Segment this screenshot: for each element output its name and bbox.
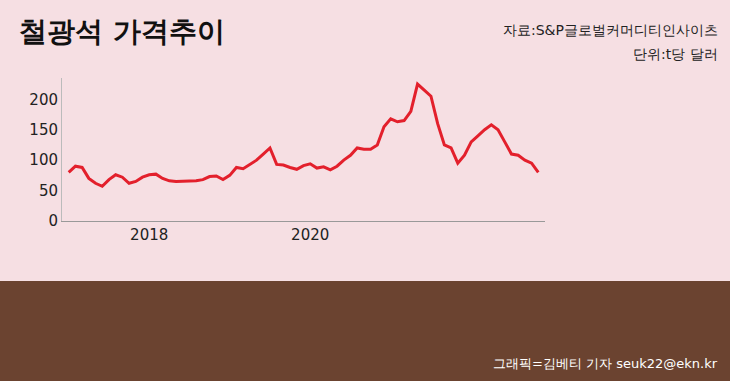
- svg-text:50: 50: [39, 182, 58, 200]
- svg-text:그래픽=김베티 기자 seuk22@ekn.kr: 그래픽=김베티 기자 seuk22@ekn.kr: [493, 356, 718, 371]
- svg-text:200: 200: [29, 91, 58, 109]
- svg-text:단위:t당 달러: 단위:t당 달러: [633, 46, 718, 62]
- svg-text:150: 150: [29, 121, 58, 139]
- svg-text:자료:S&P글로벌커머디티인사이츠: 자료:S&P글로벌커머디티인사이츠: [503, 22, 718, 38]
- svg-text:2020: 2020: [291, 226, 329, 244]
- svg-text:철광석 가격추이: 철광석 가격추이: [19, 15, 225, 48]
- svg-text:0: 0: [48, 212, 58, 230]
- svg-text:100: 100: [29, 151, 58, 169]
- svg-text:2018: 2018: [130, 226, 168, 244]
